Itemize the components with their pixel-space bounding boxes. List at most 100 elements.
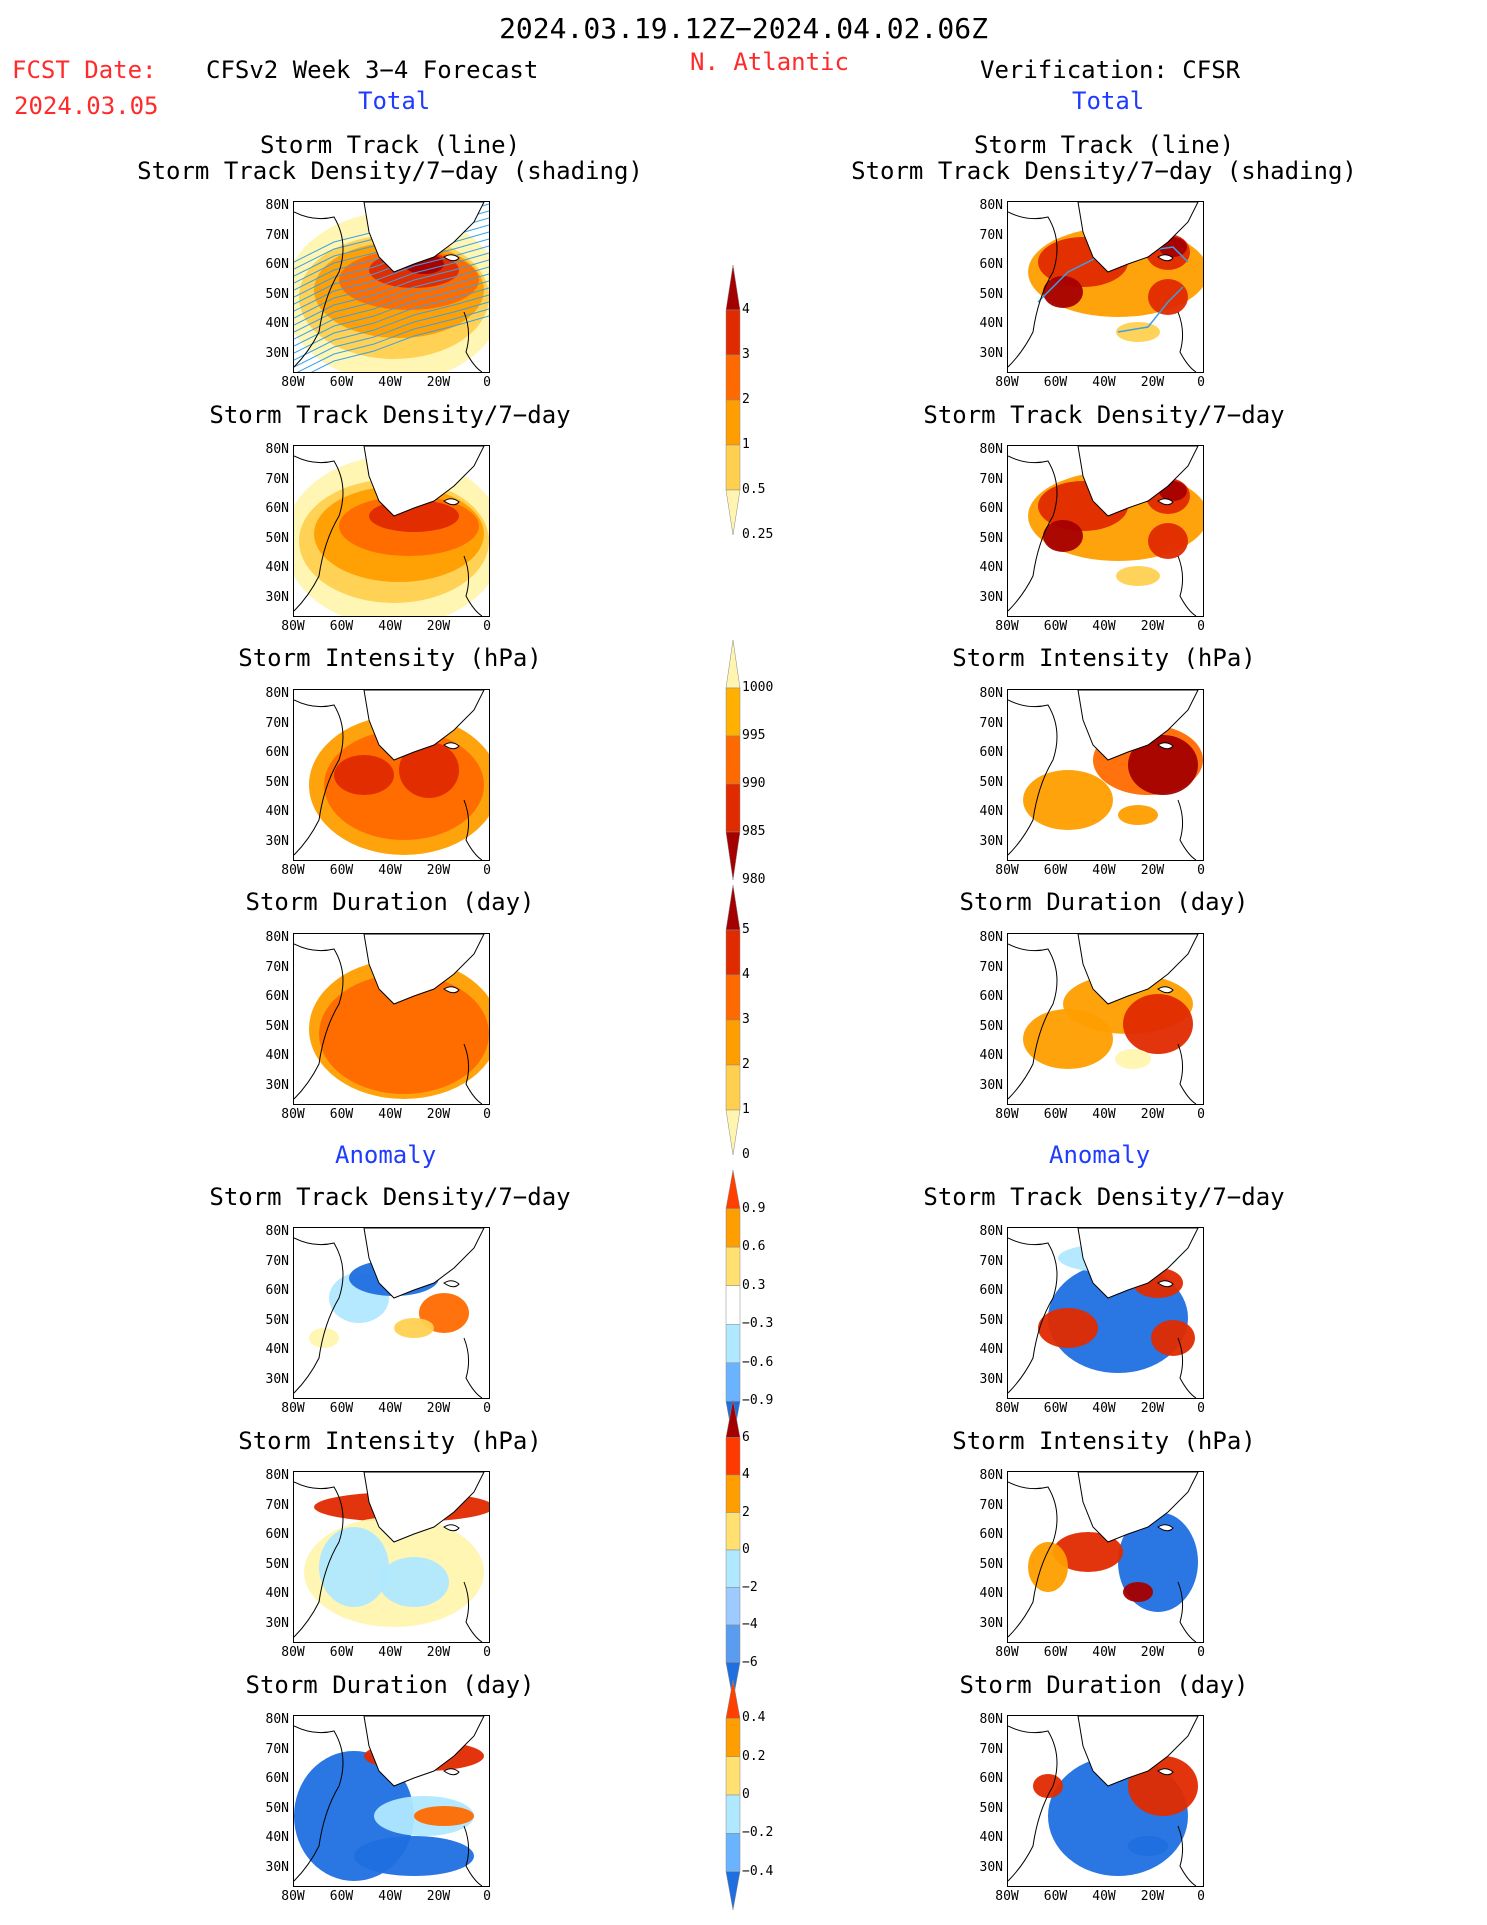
map-shading [1008, 1228, 1199, 1398]
region-title: N. Atlantic [690, 48, 849, 76]
lon-tick-label: 20W [426, 619, 451, 634]
lat-tick-label: 60N [979, 1527, 1003, 1542]
lat-tick-label: 50N [979, 286, 1003, 302]
lat-tick-label: 50N [265, 530, 289, 546]
colorbar-segment [725, 1064, 741, 1111]
colorbar-segment [725, 1587, 741, 1626]
colorbar-segment [725, 1718, 741, 1757]
map-density-verification [1007, 445, 1204, 617]
colorbar-segment [725, 783, 741, 833]
lat-tick-label: 70N [979, 1253, 1003, 1269]
lon-tick-label: 20W [1140, 1401, 1165, 1416]
map-duration-anom-verification [1007, 1715, 1204, 1887]
lon-tick-label: 80W [281, 619, 305, 634]
lat-tick-label: 60N [265, 1283, 289, 1298]
colorbar-label: 1 [742, 437, 750, 452]
colorbar-label: 0.25 [742, 527, 774, 542]
lat-tick-label: 30N [265, 1859, 289, 1875]
lat-tick-label: 50N [265, 1312, 289, 1328]
title-density-right: Storm Track Density/7−day [923, 401, 1285, 429]
title-duration-anom-left: Storm Duration (day) [245, 1671, 535, 1699]
colorbar-label: 0.2 [742, 1748, 766, 1764]
lat-tick-label: 80N [979, 442, 1003, 457]
map-shading [294, 934, 489, 1104]
map-duration-verification [1007, 933, 1204, 1105]
colorbar-segment [725, 1794, 741, 1834]
lat-tick-label: 40N [979, 1048, 1003, 1063]
colorbar-segment [725, 399, 741, 446]
lon-tick-label: 60W [1043, 1107, 1068, 1122]
lon-tick-label: 80W [281, 863, 305, 878]
colorbar-segment [725, 1109, 741, 1155]
lon-tick-label: 80W [281, 1401, 305, 1416]
lat-tick-label: 70N [265, 1497, 289, 1513]
lon-tick-label: 40W [378, 863, 402, 878]
fcst-date-value: 2024.03.05 [14, 92, 159, 120]
colorbar-label: 0 [742, 1542, 750, 1557]
map-shading [294, 202, 489, 372]
lat-tick-label: 40N [265, 1342, 289, 1357]
lat-tick-label: 40N [979, 1830, 1003, 1845]
colorbar-label: 1000 [742, 680, 774, 695]
lon-tick-label: 0 [1197, 1401, 1205, 1416]
lon-tick-label: 60W [1043, 1401, 1068, 1416]
lat-tick-label: 80N [265, 930, 289, 945]
title-intensity-right: Storm Intensity (hPa) [952, 644, 1256, 672]
colorbar-label: −4 [742, 1617, 758, 1632]
lon-tick-label: 40W [1092, 375, 1116, 390]
colorbar-segment [725, 974, 741, 1021]
lat-tick-label: 70N [979, 959, 1003, 975]
lon-tick-label: 20W [426, 1889, 451, 1904]
lat-tick-label: 60N [979, 745, 1003, 760]
colorbar-segment [725, 1324, 741, 1364]
lon-tick-label: 40W [1092, 619, 1116, 634]
lat-tick-label: 80N [265, 1712, 289, 1727]
lon-tick-label: 0 [483, 1645, 491, 1660]
lat-tick-label: 80N [265, 1468, 289, 1483]
section-anomaly-left: Anomaly [335, 1141, 437, 1169]
section-total-right: Total [1072, 87, 1145, 115]
lon-tick-label: 40W [378, 375, 402, 390]
colorbar-density_total [725, 265, 741, 535]
lat-tick-label: 70N [265, 959, 289, 975]
lat-tick-label: 60N [979, 989, 1003, 1004]
model-title: CFSv2 Week 3−4 Forecast [206, 56, 539, 84]
map-intensity-anom-verification [1007, 1471, 1204, 1643]
lat-tick-label: 30N [979, 1077, 1003, 1093]
lat-tick-label: 50N [265, 286, 289, 302]
lon-tick-label: 60W [329, 375, 354, 390]
lon-tick-label: 80W [995, 619, 1019, 634]
colorbar-segment [725, 885, 741, 931]
colorbar-segment [725, 1871, 741, 1910]
colorbar-segment [725, 354, 741, 401]
lat-tick-label: 30N [979, 345, 1003, 361]
lon-tick-label: 20W [1140, 619, 1165, 634]
map-track-forecast [293, 201, 490, 373]
colorbar-label: 0 [742, 1787, 750, 1802]
colorbar-label: 0.4 [742, 1710, 766, 1726]
colorbar-label: 0.9 [742, 1200, 766, 1216]
lon-tick-label: 60W [1043, 863, 1068, 878]
lat-tick-label: 50N [979, 1556, 1003, 1572]
lon-tick-label: 80W [995, 1645, 1019, 1660]
colorbar-label: 2 [742, 1504, 750, 1520]
colorbar-label: 980 [742, 872, 766, 887]
lon-tick-label: 0 [483, 863, 491, 878]
lon-tick-label: 0 [1197, 375, 1205, 390]
lat-tick-label: 60N [979, 501, 1003, 516]
colorbar-label: −0.6 [742, 1354, 774, 1370]
title-intensity-anom-left: Storm Intensity (hPa) [238, 1427, 542, 1455]
lat-tick-label: 30N [265, 1371, 289, 1387]
colorbar-segment [725, 687, 741, 737]
lon-tick-label: 0 [1197, 1107, 1205, 1122]
lat-tick-label: 30N [265, 833, 289, 849]
lat-tick-label: 30N [979, 1615, 1003, 1631]
lat-tick-label: 70N [979, 1741, 1003, 1757]
colorbar-segment [725, 831, 741, 880]
colorbar-label: 6 [742, 1429, 750, 1445]
map-intensity-anom-forecast [293, 1471, 490, 1643]
title-density-anom-right: Storm Track Density/7−day [923, 1183, 1285, 1211]
lon-tick-label: 0 [1197, 619, 1205, 634]
lon-tick-label: 20W [1140, 1645, 1165, 1660]
lon-tick-label: 20W [426, 863, 451, 878]
